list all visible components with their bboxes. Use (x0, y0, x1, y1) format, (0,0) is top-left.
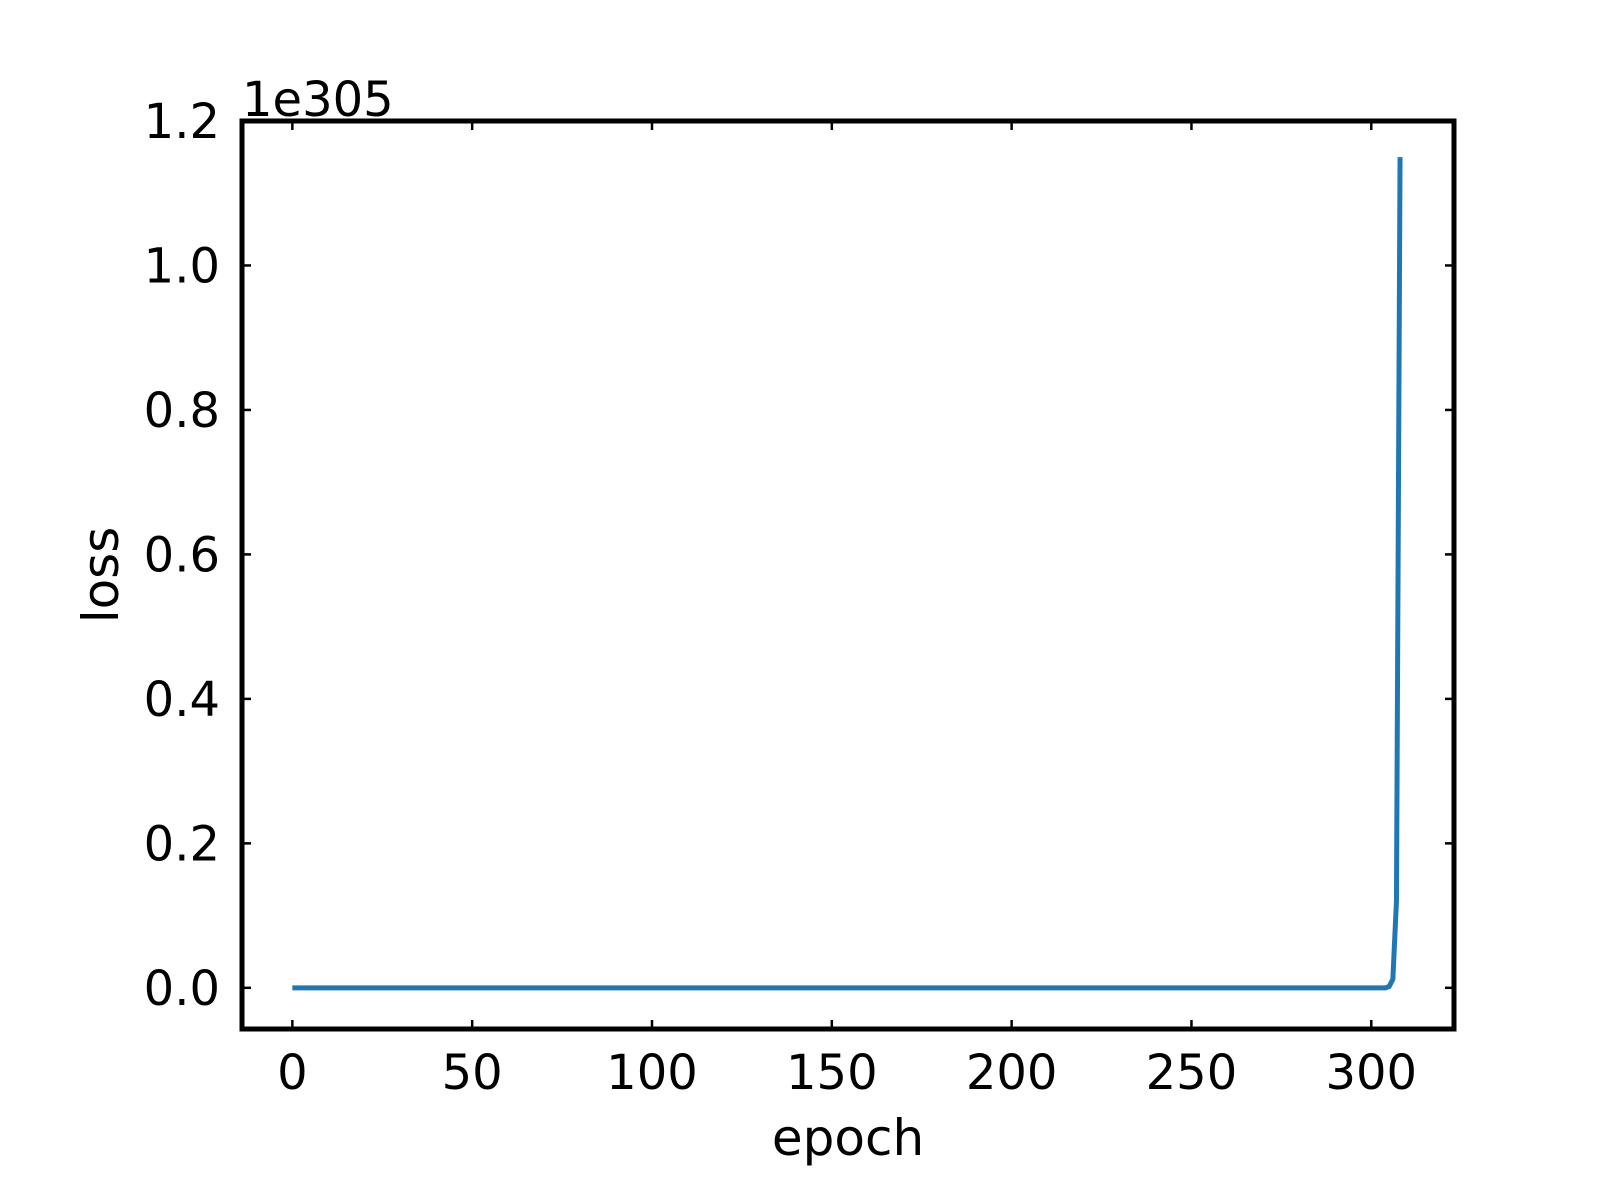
y-tick-label: 0.0 (144, 961, 220, 1017)
loss-series-line (292, 157, 1403, 991)
y-tick-labels: 0.0 0.2 0.4 0.6 0.8 1.0 1.2 (144, 94, 220, 1017)
x-tick-label: 100 (606, 1045, 698, 1101)
y-tick-label: 0.2 (144, 816, 220, 872)
x-axis-label: epoch (772, 1109, 924, 1167)
plot-area (292, 157, 1403, 991)
x-tick-label: 250 (1146, 1045, 1238, 1101)
y-tick-label: 1.2 (144, 94, 220, 150)
x-tick-labels: 0 50 100 150 200 250 300 (277, 1045, 1417, 1101)
x-tick-label: 0 (277, 1045, 308, 1101)
x-tick-label: 300 (1325, 1045, 1417, 1101)
x-tick-label: 50 (442, 1045, 503, 1101)
y-tick-label: 0.6 (144, 527, 220, 583)
y-tick-label: 1.0 (144, 238, 220, 294)
plot-frame (239, 118, 1457, 1032)
y-axis-offset-label: 1e305 (242, 72, 394, 128)
axis-ticks (242, 119, 1454, 1029)
y-tick-label: 0.4 (144, 672, 220, 728)
x-tick-label: 200 (966, 1045, 1058, 1101)
x-tick-label: 150 (786, 1045, 878, 1101)
y-tick-label: 0.8 (144, 383, 220, 439)
y-axis-label: loss (72, 527, 130, 624)
